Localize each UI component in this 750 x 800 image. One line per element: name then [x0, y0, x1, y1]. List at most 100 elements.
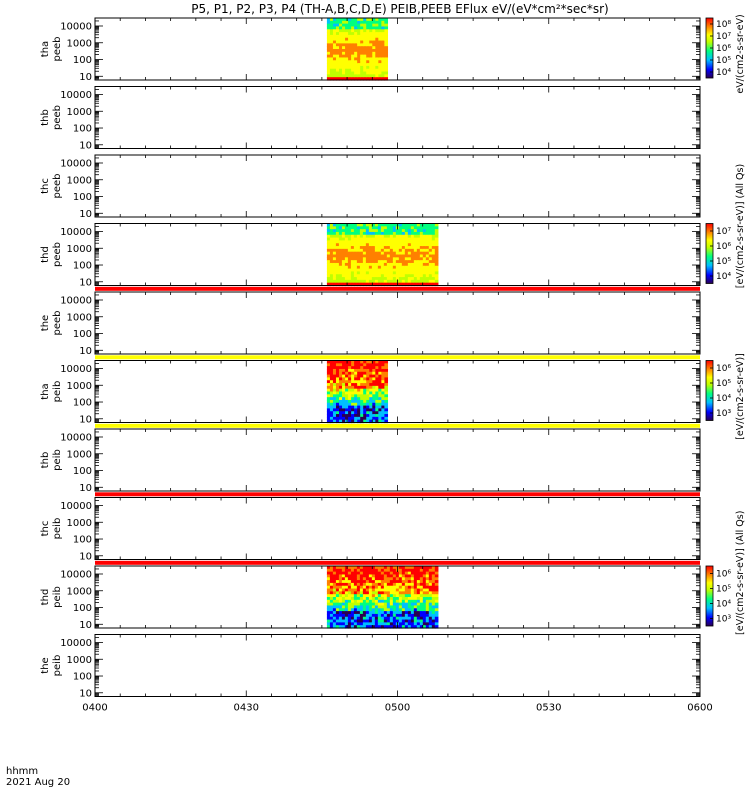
spectrogram-cell	[434, 574, 439, 578]
spectrogram-cell	[365, 588, 370, 592]
spectrogram-cell	[416, 282, 421, 287]
spectrogram-cell	[369, 374, 373, 379]
spectrogram-cell	[363, 29, 367, 33]
spectrogram-cell	[398, 265, 403, 270]
spectrogram-cell	[422, 262, 427, 267]
spectrogram-cell	[378, 405, 382, 410]
spectrogram-cell	[359, 566, 364, 570]
spectrogram-cell	[422, 237, 427, 242]
spectrogram-cell	[366, 411, 370, 415]
spectrogram-cell	[332, 257, 337, 261]
spectrogram-cell	[384, 391, 389, 395]
spectrogram-cell	[326, 374, 331, 379]
spectrogram-cell	[368, 568, 373, 573]
spectrogram-cell	[341, 588, 346, 592]
spectrogram-cell	[347, 585, 352, 590]
spectrogram-cell	[342, 51, 346, 56]
spectrogram-cell	[347, 237, 352, 242]
spectrogram-cell	[431, 226, 436, 230]
spectrogram-cell	[374, 279, 379, 284]
spectrogram-cell	[425, 602, 430, 607]
spectrogram-cell	[428, 274, 433, 278]
spectrogram-cell	[371, 611, 376, 615]
spectrogram-cell	[354, 49, 358, 53]
spectrogram-cell	[380, 619, 385, 623]
spectrogram-cell	[362, 588, 367, 592]
colorbar-unit-label: [eV/(cm2-s-sr-eV)] (All Qs)	[735, 511, 746, 635]
spectrogram-cell	[431, 625, 436, 629]
spectrogram-cell	[344, 602, 349, 607]
spectrogram-cell	[413, 611, 418, 615]
panel-label-line2: peib	[52, 381, 63, 403]
spectrogram-cell	[356, 251, 361, 256]
spectrogram-cell	[351, 399, 355, 404]
spectrogram-cell	[335, 34, 340, 39]
y-tick-label: 1000	[67, 449, 92, 460]
spectrogram-cell	[356, 585, 361, 590]
spectrogram-cell	[419, 265, 424, 270]
spectrogram-cell	[360, 363, 364, 367]
spectrogram-cell	[366, 49, 370, 53]
spectrogram-cell	[369, 405, 373, 410]
spectrogram-cell	[360, 34, 364, 39]
spectrogram-cell	[332, 411, 337, 415]
spectrogram-cell	[332, 49, 337, 53]
spectrogram-cell	[374, 588, 379, 592]
spectrogram-cell	[332, 71, 337, 75]
spectrogram-cell	[351, 383, 355, 387]
spectrogram-cell	[422, 260, 427, 264]
spectrogram-cell	[354, 23, 358, 28]
spectrogram-cell	[345, 380, 349, 384]
spectrogram-cell	[384, 411, 389, 415]
spectrogram-cell	[326, 588, 331, 592]
spectrogram-cell	[344, 277, 349, 281]
spectrogram-cell	[428, 271, 433, 275]
spectrogram-cell	[368, 279, 373, 284]
spectrogram-cell	[363, 368, 367, 373]
spectrogram-cell	[350, 262, 355, 267]
spectrogram-cell	[419, 226, 424, 230]
spectrogram-cell	[377, 625, 382, 629]
spectrogram-cell	[357, 385, 361, 390]
spectrogram-cell	[375, 383, 379, 387]
spectrogram-cell	[392, 602, 397, 607]
spectrogram-cell	[335, 60, 340, 64]
spectrogram-cell	[329, 29, 334, 33]
colorbar-tick-label: 10⁸	[716, 20, 731, 30]
spectrogram-cell	[381, 26, 385, 30]
spectrogram-cell	[434, 622, 439, 626]
spectrogram-cell	[372, 394, 376, 398]
panel-frame	[94, 17, 701, 81]
spectrogram-cell	[425, 268, 430, 273]
spectrogram-cell	[404, 234, 409, 239]
spectrogram-cell	[332, 77, 337, 81]
spectrogram-cell	[377, 582, 382, 587]
spectrogram-cell	[357, 419, 361, 424]
spectrogram-cell	[428, 605, 433, 609]
spectrogram-cell	[354, 419, 358, 424]
spectrogram-cell	[365, 599, 370, 604]
spectrogram-cell	[368, 223, 373, 227]
spectrogram-cell	[348, 20, 352, 25]
spectrogram-cell	[357, 51, 361, 56]
spectrogram-cell	[359, 588, 364, 592]
panel-label-line1: the	[40, 657, 51, 673]
spectrogram-cell	[384, 374, 389, 379]
spectrogram-cell	[431, 597, 436, 601]
spectrogram-cell	[431, 608, 436, 612]
spectrogram-cell	[326, 60, 331, 64]
spectrogram-cell	[425, 229, 430, 233]
spectrogram-cell	[354, 37, 358, 42]
spectrogram-cell	[419, 262, 424, 267]
spectrogram-cell	[401, 577, 406, 581]
y-tick-label: 100	[73, 124, 92, 135]
spectrogram-cell	[344, 279, 349, 284]
spectrogram-cell	[342, 46, 346, 50]
spectrogram-cell	[374, 282, 379, 287]
spectrogram-cell	[369, 411, 373, 415]
spectrogram-cell	[368, 277, 373, 281]
spectrogram-cell	[404, 243, 409, 247]
spectrogram-cell	[332, 51, 337, 56]
spectrogram-cell	[398, 260, 403, 264]
spectrogram-cell	[335, 368, 340, 373]
